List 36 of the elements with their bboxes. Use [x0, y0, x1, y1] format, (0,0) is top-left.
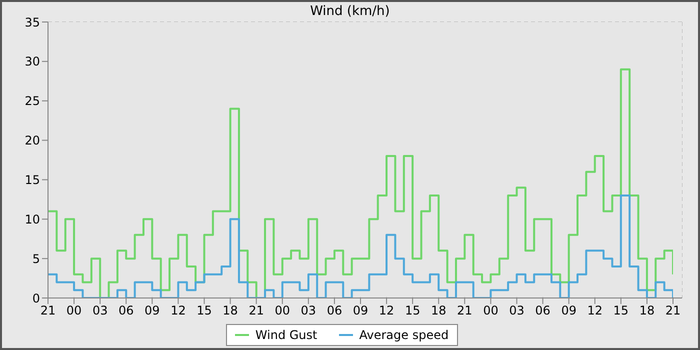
x-tick-label: 15	[196, 304, 212, 318]
x-tick-label: 09	[144, 304, 160, 318]
x-tick-label: 00	[66, 304, 82, 318]
x-tick-label: 00	[274, 304, 290, 318]
x-tick-label: 03	[92, 304, 108, 318]
legend-label: Average speed	[358, 328, 449, 342]
y-tick-label: 10	[24, 212, 40, 226]
x-tick-label: 15	[613, 304, 629, 318]
x-tick-label: 12	[587, 304, 603, 318]
x-tick-label: 18	[639, 304, 655, 318]
x-tick-label: 03	[509, 304, 524, 318]
y-tick-label: 30	[24, 54, 40, 69]
x-tick-label: 21	[457, 304, 472, 318]
x-tick-label: 06	[535, 304, 550, 318]
x-tick-label: 03	[300, 304, 316, 318]
x-tick-label: 21	[665, 304, 681, 318]
y-tick-label: 5	[32, 252, 40, 266]
x-tick-label: 21	[40, 304, 56, 318]
y-tick-label: 25	[24, 94, 40, 108]
y-tick-label: 35	[24, 15, 40, 30]
x-tick-label: 15	[404, 304, 420, 318]
x-tick-label: 18	[222, 304, 238, 318]
chart-title: Wind (km/h)	[310, 4, 390, 19]
x-tick-label: 06	[118, 304, 134, 318]
x-tick-label: 12	[170, 304, 186, 318]
x-tick-label: 09	[561, 304, 576, 318]
x-tick-label: 21	[248, 304, 264, 318]
y-tick-label: 15	[24, 172, 40, 187]
x-tick-label: 06	[326, 304, 342, 318]
legend-label: Wind Gust	[254, 328, 318, 342]
x-tick-label: 12	[378, 304, 394, 318]
y-tick-label: 20	[24, 134, 40, 148]
x-tick-label: 09	[352, 304, 368, 318]
x-tick-label: 00	[483, 304, 498, 318]
y-tick-label: 0	[32, 291, 40, 306]
x-tick-label: 18	[430, 304, 446, 318]
